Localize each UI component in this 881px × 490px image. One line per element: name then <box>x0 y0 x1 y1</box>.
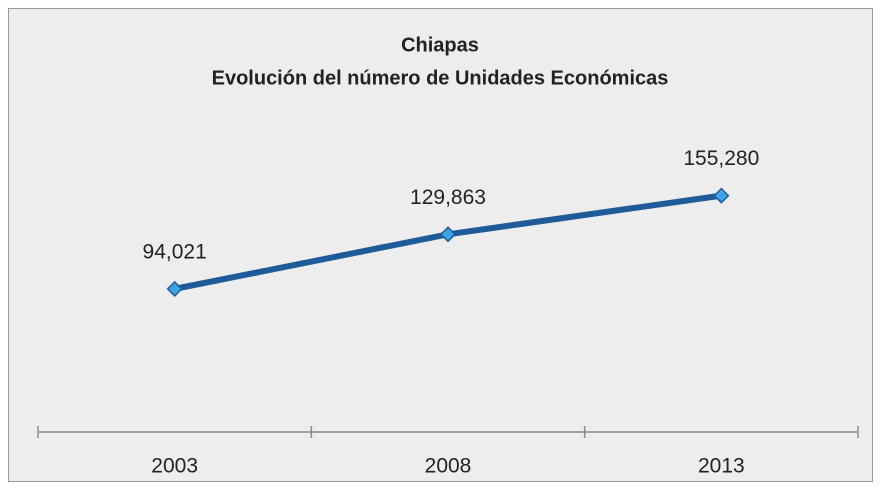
marker <box>713 187 730 204</box>
data-label: 94,021 <box>143 240 207 263</box>
marker <box>439 226 457 243</box>
chart-frame <box>8 8 873 482</box>
x-tick-label: 2013 <box>698 455 745 478</box>
chart-title: Chiapas <box>401 34 479 56</box>
chart-subtitle: Evolución del número de Unidades Económi… <box>212 67 669 89</box>
data-label: 129,863 <box>410 186 486 209</box>
x-tick-label: 2008 <box>425 455 472 478</box>
marker <box>166 280 183 297</box>
x-tick-label: 2003 <box>151 455 198 478</box>
data-label: 155,280 <box>683 147 759 170</box>
